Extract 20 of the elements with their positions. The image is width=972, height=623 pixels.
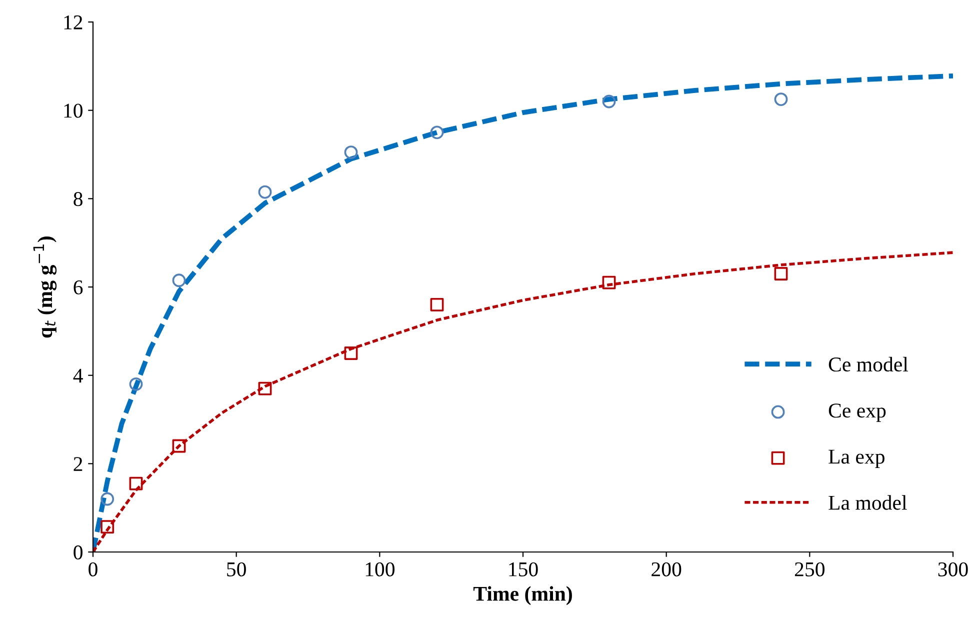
legend-label: La model [828,495,907,510]
x-tick-label: 50 [227,562,246,576]
y-tick-label: 2 [74,457,82,471]
legend-label: Ce model [828,356,908,372]
y-tick-label: 6 [74,280,83,294]
x-axis-title: Time (min) [473,586,572,606]
x-tick-label: 200 [652,562,682,576]
x-tick-label: 300 [938,562,968,576]
x-tick-label: 100 [366,562,394,576]
x-tick-label: 0 [88,562,98,576]
y-tick-label: 12 [64,15,82,30]
y-tick-label: 8 [74,192,82,206]
legend-label: La exp [828,450,884,468]
y-axis-title: q$_{t}$ (mg g$^{−1}$) [33,236,57,338]
y-tick-label: 4 [73,368,83,383]
y-tick-label: 10 [64,104,82,118]
legend-label: Ce exp [828,404,886,422]
y-tick-label: 0 [74,545,82,560]
x-tick-label: 250 [794,562,824,576]
x-tick-label: 150 [509,562,538,576]
